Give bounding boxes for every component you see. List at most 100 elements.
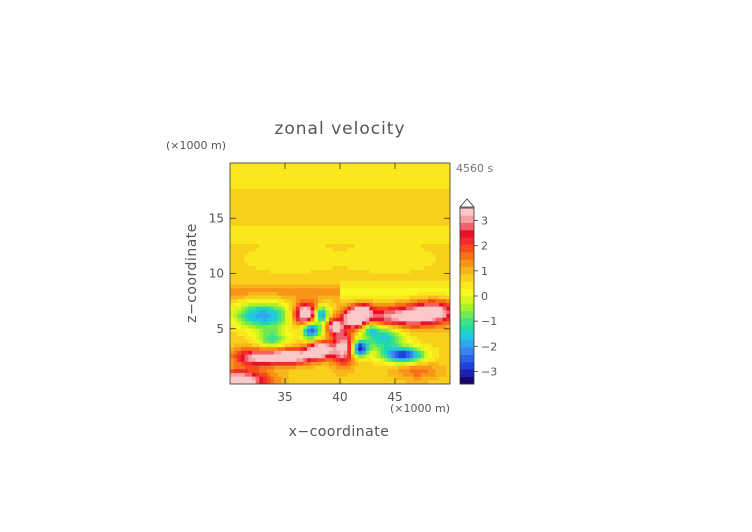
field-cell [417,218,422,223]
field-cell [413,232,418,238]
field-cell [395,262,400,267]
field-cell [446,229,450,234]
field-cell [270,207,275,212]
field-cell [281,332,286,337]
field-cell [252,314,257,319]
field-cell [336,229,341,234]
field-cell [288,244,293,249]
field-cell [406,247,411,252]
field-cell [376,244,381,249]
field-cell [296,365,301,370]
field-cell [314,332,319,337]
field-cell [241,339,246,344]
field-cell [237,343,242,348]
field-cell [380,321,385,326]
field-cell [442,210,447,215]
field-cell [329,225,334,230]
field-cell [288,317,293,322]
field-cell [248,361,253,366]
field-cell [424,369,429,374]
field-cell [248,218,253,223]
colorbar-band [460,362,474,370]
field-cell [409,269,414,274]
field-cell [406,288,411,293]
field-cell [233,273,238,278]
field-cell [329,174,334,179]
field-cell [406,207,411,212]
y-tick-label: 5 [216,322,224,336]
field-cell [406,332,411,337]
field-cell [266,218,271,223]
field-cell [351,299,356,304]
field-cell [325,255,330,260]
field-cell [332,317,337,322]
field-cell [288,163,293,168]
field-cell [332,284,337,289]
field-cell [391,291,396,296]
field-cell [332,247,337,252]
field-cell [270,376,275,381]
field-cell [402,321,407,326]
field-cell [318,376,323,381]
field-cell [424,350,429,355]
field-cell [420,269,425,274]
field-cell [398,247,403,252]
field-cell [233,339,238,344]
field-cell [233,192,238,197]
field-cell [248,199,253,204]
field-cell [417,317,422,322]
field-cell [431,170,436,175]
field-cell [288,188,293,193]
field-cell [332,269,337,274]
field-cell [310,350,315,355]
field-cell [406,214,411,219]
field-cell [431,288,436,293]
field-cell [274,163,279,168]
field-cell [277,244,282,249]
field-cell [248,358,253,363]
field-cell [233,262,238,267]
field-cell [387,369,392,374]
field-cell [406,266,411,271]
field-cell [292,336,297,341]
field-cell [446,376,450,381]
field-cell [343,336,348,341]
field-cell [255,196,260,201]
colorbar-tick-label: −3 [481,365,497,378]
field-cell [259,277,264,282]
field-cell [336,240,341,245]
field-cell [442,280,447,285]
field-cell [417,325,422,330]
field-cell [318,251,323,256]
field-cell [288,343,293,348]
field-cell [274,236,279,241]
field-cell [266,255,271,260]
field-cell [435,372,440,378]
field-cell [391,196,396,201]
field-cell [406,177,411,182]
field-cell [398,251,403,256]
field-cell [446,225,450,230]
field-cell [244,317,249,322]
field-cell [358,255,363,260]
field-cell [431,225,436,230]
field-cell [409,255,414,260]
field-cell [340,369,345,374]
field-cell [446,358,450,363]
field-cell [241,347,246,352]
field-cell [373,262,378,267]
field-cell [230,262,235,267]
field-cell [439,181,444,186]
field-cell [446,365,450,370]
field-cell [369,269,374,274]
field-cell [336,354,341,359]
field-cell [446,255,450,260]
field-cell [435,218,440,223]
field-cell [340,218,345,223]
field-cell [420,310,425,315]
field-cell [417,295,422,300]
field-cell [413,291,418,296]
field-cell [380,236,385,241]
field-cell [340,247,345,252]
field-cell [435,177,440,182]
